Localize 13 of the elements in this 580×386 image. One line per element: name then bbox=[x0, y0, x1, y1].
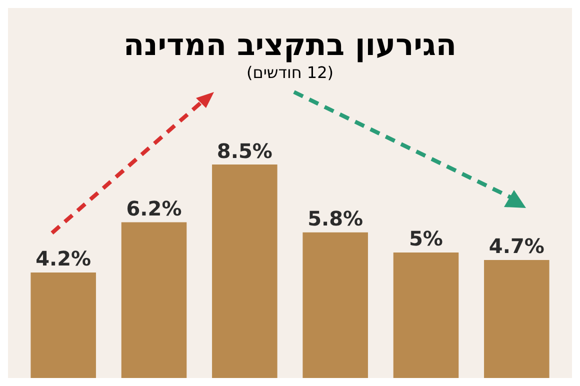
bar bbox=[30, 272, 96, 378]
data-label: 6.2% bbox=[126, 196, 182, 221]
bar bbox=[302, 232, 368, 378]
data-label: 4.7% bbox=[488, 234, 544, 258]
chart-subtitle: (12 חודשים) bbox=[245, 63, 334, 82]
data-label: 5.8% bbox=[308, 206, 364, 231]
data-label: 8.5% bbox=[216, 138, 272, 163]
data-label: 5% bbox=[409, 226, 443, 251]
bar bbox=[484, 260, 550, 378]
data-label: 4.2% bbox=[36, 246, 92, 271]
bar bbox=[212, 164, 278, 378]
bar bbox=[393, 252, 459, 378]
chart-title: הגירעון בתקציב המדינה bbox=[122, 27, 458, 63]
